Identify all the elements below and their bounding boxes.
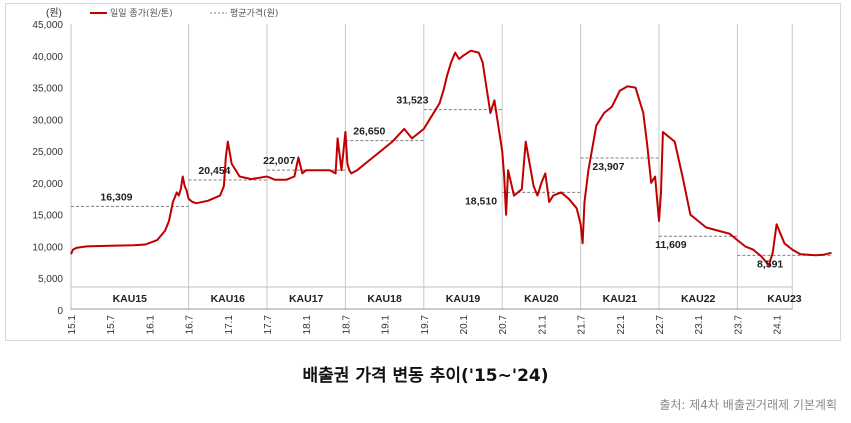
x-tick-label: 21.1: [537, 315, 548, 335]
source-note: 출처: 제4차 배출권거래제 기본계획: [659, 398, 837, 412]
x-tick-label: 23.1: [694, 315, 705, 335]
x-tick-label: 17.7: [263, 315, 274, 335]
x-tick-label: 22.1: [616, 315, 627, 335]
y-tick-label: 45,000: [32, 20, 63, 31]
average-value-label: 8,591: [757, 258, 783, 270]
average-value-label: 11,609: [655, 239, 687, 251]
y-tick-label: 20,000: [32, 179, 63, 190]
period-label: KAU20: [524, 293, 559, 305]
x-tick-label: 24.1: [773, 315, 784, 335]
x-tick-label: 19.7: [420, 315, 431, 335]
y-tick-label: 10,000: [32, 242, 63, 253]
y-tick-label: 15,000: [32, 211, 63, 222]
y-tick-label: 40,000: [32, 52, 63, 63]
x-tick-label: 15.7: [106, 315, 117, 335]
x-tick-label: 22.7: [655, 315, 666, 335]
y-tick-label: 25,000: [32, 147, 63, 158]
period-label: KAU22: [681, 293, 716, 305]
average-value-label: 23,907: [592, 161, 624, 173]
period-label: KAU19: [446, 293, 481, 305]
x-tick-label: 20.1: [459, 315, 470, 335]
average-value-label: 20,454: [198, 165, 230, 177]
price-chart: 일일 종가(원/톤) 평균가격(원) (원) 0 5,000 10,000 15,000 20…: [32, 7, 832, 335]
x-tick-label: 23.7: [733, 315, 744, 335]
x-tick-label: 15.1: [67, 315, 78, 335]
x-tick-label: 18.1: [302, 315, 313, 335]
legend-series-label: 일일 종가(원/톤): [110, 8, 173, 19]
x-tick-label: 18.7: [341, 315, 352, 335]
average-value-label: 18,510: [465, 195, 497, 207]
period-label: KAU23: [767, 293, 802, 305]
period-label: KAU21: [603, 293, 638, 305]
average-value-label: 31,523: [396, 95, 428, 107]
y-tick-label: 30,000: [32, 115, 63, 126]
average-value-label: 16,309: [100, 191, 132, 203]
x-tick-label: 19.1: [381, 315, 392, 335]
period-label: KAU15: [113, 293, 148, 305]
average-value-label: 26,650: [353, 126, 385, 138]
y-tick-label: 5,000: [38, 274, 63, 285]
y-tick-label: 0: [57, 306, 63, 317]
y-unit-label: (원): [46, 7, 62, 19]
x-tick-label: 20.7: [498, 315, 509, 335]
y-tick-label: 35,000: [32, 84, 63, 95]
x-tick-label: 16.7: [185, 315, 196, 335]
x-tick-label: 16.1: [145, 315, 156, 335]
average-value-label: 22,007: [263, 155, 295, 167]
chart-caption: 배출권 가격 변동 추이('15~'24): [302, 366, 549, 386]
period-label: KAU16: [211, 293, 246, 305]
x-tick-label: 21.7: [577, 315, 588, 335]
price-series-line: [70, 49, 832, 267]
legend-average-label: 평균가격(원): [230, 7, 278, 19]
period-label: KAU17: [289, 293, 324, 305]
x-tick-label: 17.1: [224, 315, 235, 335]
period-label: KAU18: [367, 293, 402, 305]
chart-frame: 일일 종가(원/톤) 평균가격(원) (원) 0 5,000 10,000 15,000 20…: [5, 3, 841, 341]
